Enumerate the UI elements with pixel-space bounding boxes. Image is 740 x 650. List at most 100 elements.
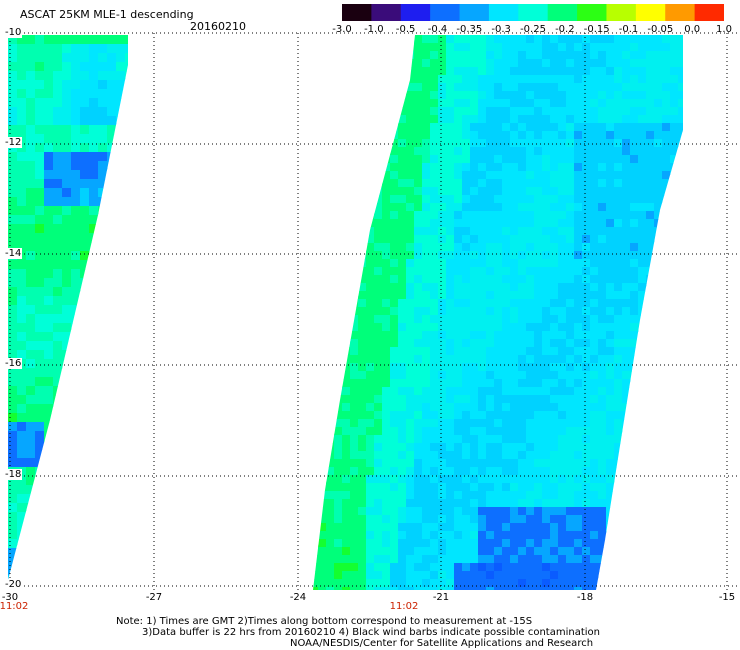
swath-cell [654,59,663,68]
swath-cell [678,35,683,44]
swath-cell [622,355,631,364]
swath-cell [334,107,343,116]
swath-cell [438,131,447,140]
swath-cell [350,443,359,452]
swath-cell [598,163,607,172]
swath-cell [422,299,431,308]
swath-cell [26,197,36,207]
swath-cell [35,305,45,315]
swath-cell [80,458,90,468]
swath-cell [350,283,359,292]
swath-cell [366,179,375,188]
swath-cell [462,91,471,100]
swath-cell [71,152,81,162]
swath-cell [638,219,647,228]
swath-cell [638,387,647,396]
swath-cell [382,467,391,476]
swath-cell [598,539,607,548]
swath-cell [502,155,511,164]
swath-cell [470,395,479,404]
swath-cell [542,459,551,468]
swath-cell [526,99,535,108]
swath-cell [414,443,423,452]
swath-cell [26,512,36,522]
swath-cell [510,147,519,156]
swath-cell [98,98,108,108]
swath-cell [71,206,81,216]
swath-cell [374,99,383,108]
swath-cell [598,107,607,116]
swath-cell [486,347,495,356]
swath-cell [414,147,423,156]
swath-cell [486,227,495,236]
swath-cell [590,139,599,148]
swath-cell [454,555,463,564]
swath-cell [606,75,615,84]
swath-cell [590,107,599,116]
swath-cell [646,363,655,372]
swath-cell [80,548,90,558]
swath-cell [334,67,343,76]
swath-cell [654,379,663,388]
swath-cell [630,83,639,92]
swath-cell [98,224,108,234]
swath-cell [486,403,495,412]
swath-cell [462,187,471,196]
swath-cell [374,539,383,548]
swath-cell [550,555,559,564]
swath-cell [590,531,599,540]
swath-cell [414,395,423,404]
swath-cell [313,555,319,564]
swath-cell [438,379,447,388]
swath-cell [414,75,423,84]
swath-cell [342,339,351,348]
swath-cell [390,75,399,84]
swath-cell [438,387,447,396]
swath-cell [598,555,607,564]
swath-cell [526,155,535,164]
swath-cell [125,215,128,225]
swath-cell [670,491,679,500]
swath-cell [646,187,655,196]
swath-cell [686,131,695,140]
swath-cell [98,575,108,580]
swath-cell [17,152,27,162]
swath-cell [614,579,623,588]
swath-cell [462,179,471,188]
swath-cell [107,359,117,369]
swath-cell [374,515,383,524]
swath-cell [406,403,415,412]
swath-cell [366,43,375,52]
swath-cell [614,171,623,180]
swath-cell [502,395,511,404]
swath-cell [62,260,72,270]
swath-cell [630,219,639,228]
swath-cell [454,403,463,412]
swath-cell [678,539,683,548]
swath-cell [35,332,45,342]
swath-cell [414,571,423,580]
swath-cell [374,115,383,124]
swath-cell [116,512,126,522]
swath-cell [678,579,683,588]
swath-cell [558,99,567,108]
swath-cell [670,507,679,516]
swath-cell [590,131,599,140]
swath-cell [630,259,639,268]
swath-cell [44,278,54,288]
swath-cell [518,43,527,52]
swath-cell [358,203,367,212]
swath-cell [406,107,415,116]
swath-cell [534,123,543,132]
swath-cell [550,579,559,588]
swath-cell [598,307,607,316]
swath-cell [430,139,439,148]
swath-cell [430,131,439,140]
swath-cell [44,467,54,477]
swath-cell [342,387,351,396]
swath-cell [382,371,391,380]
swath-cell [334,251,343,260]
swath-cell [630,299,639,308]
swath-cell [71,458,81,468]
swath-cell [406,395,415,404]
